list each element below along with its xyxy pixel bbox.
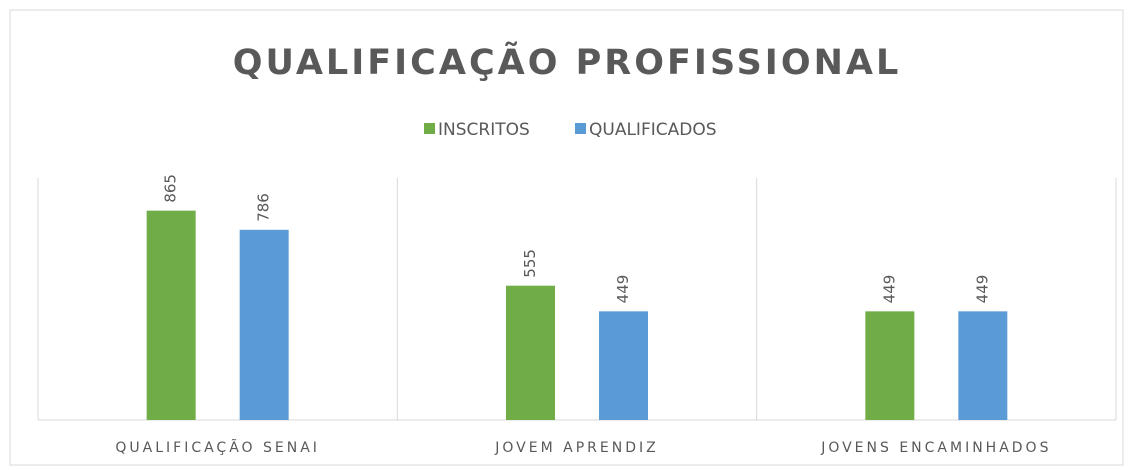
data-label: 449 <box>880 275 898 304</box>
data-label: 449 <box>973 275 991 304</box>
legend-swatch <box>575 123 586 134</box>
bar <box>958 311 1008 420</box>
data-label: 449 <box>614 275 632 304</box>
bar <box>506 285 555 420</box>
bar <box>146 210 196 420</box>
x-tick-label: JOVEM APRENDIZ <box>494 440 658 456</box>
x-tick-label: JOVENS ENCAMINHADOS <box>820 440 1051 456</box>
bar <box>239 229 289 420</box>
x-tick-label: QUALIFICAÇÃO SENAI <box>115 439 320 456</box>
legend-label: QUALIFICADOS <box>589 120 717 140</box>
data-label: 786 <box>255 193 273 222</box>
data-label: 555 <box>521 249 539 278</box>
legend-swatch <box>424 123 435 134</box>
bar <box>865 311 915 420</box>
bar <box>599 311 648 420</box>
legend-label: INSCRITOS <box>438 120 530 140</box>
chart-title: QUALIFICAÇÃO PROFISSIONAL <box>233 41 902 83</box>
data-label: 865 <box>162 174 180 203</box>
